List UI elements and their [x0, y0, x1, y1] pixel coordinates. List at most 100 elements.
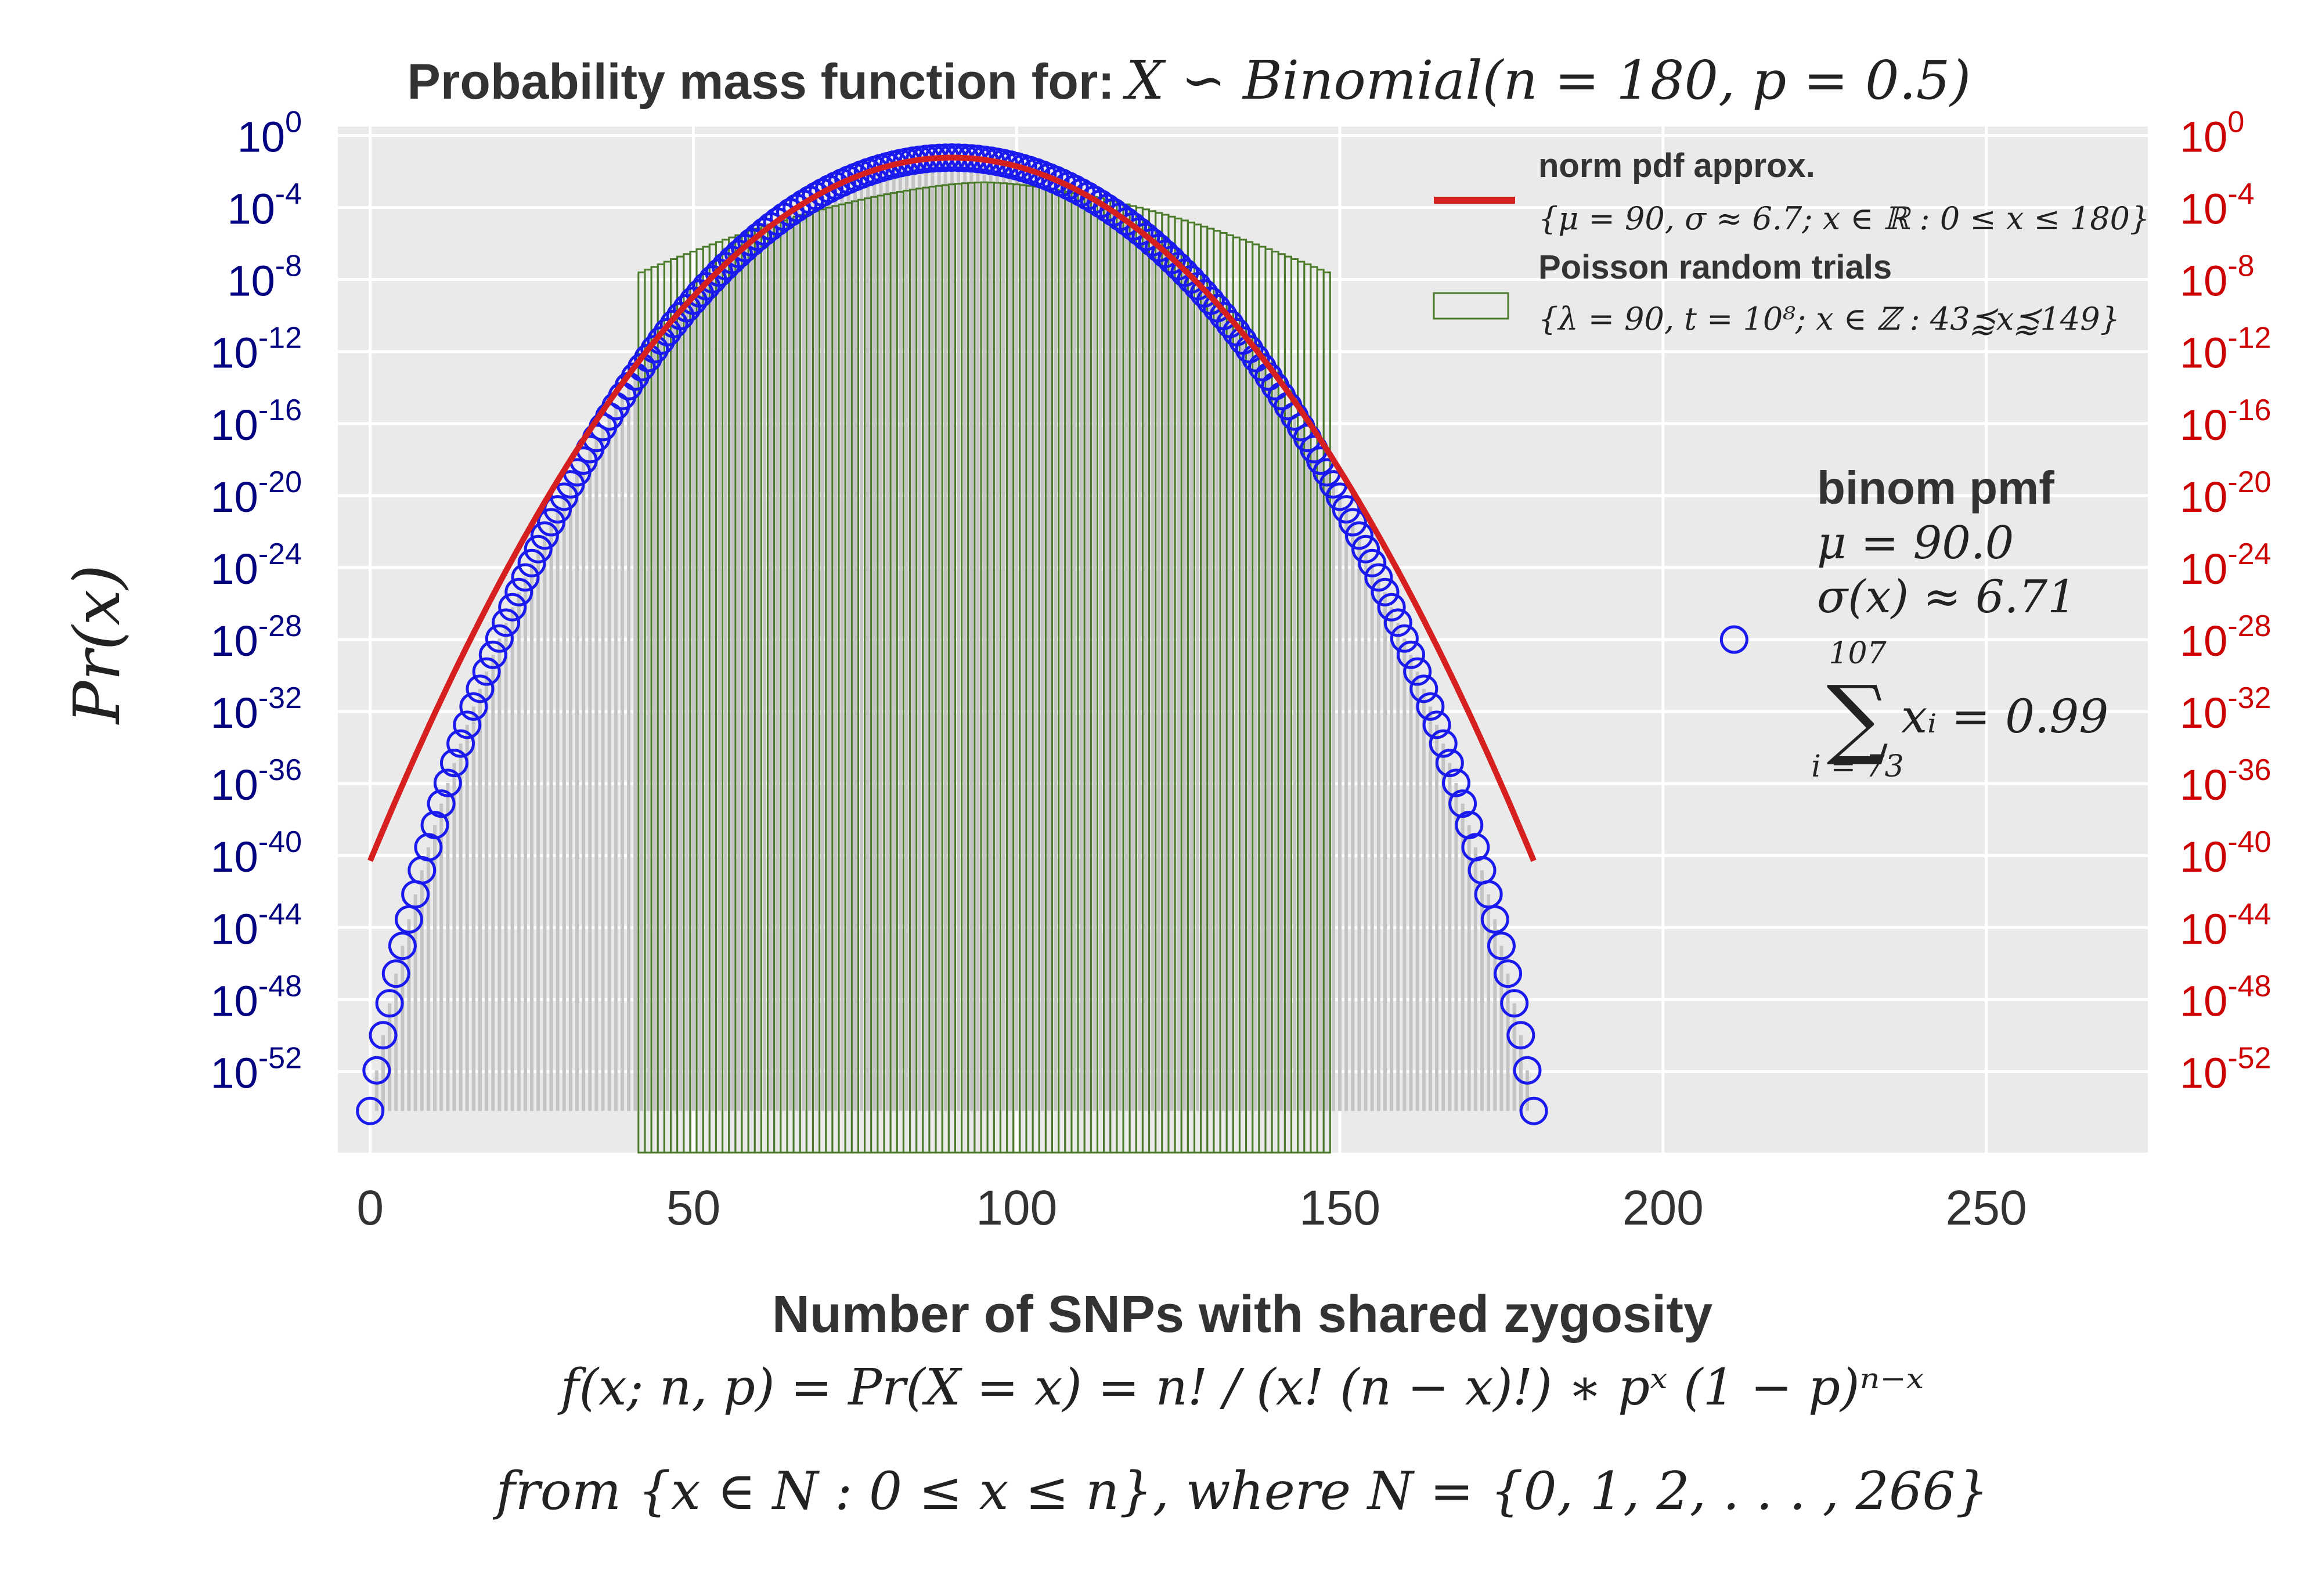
binomial-marker: [466, 674, 495, 703]
y-axis-label: Pr(x): [60, 565, 134, 725]
binomial-marker: [381, 959, 410, 988]
y-tick-left: 10-32: [211, 681, 302, 737]
binomial-marker: [1441, 768, 1470, 797]
y-tick-left: 10-28: [211, 609, 302, 665]
binomial-marker: [439, 749, 468, 778]
y-tick-right: 100: [2180, 106, 2244, 161]
y-tick-left: 10-24: [211, 537, 302, 593]
x-tick: 100: [976, 1180, 1057, 1235]
y-tick-right: 10-52: [2180, 1041, 2271, 1097]
binom-annotation: binom pmf μ = 90.0 σ(x) ≈ 6.71 107 ∑ i =…: [1719, 462, 2108, 784]
binomial-marker: [1383, 608, 1412, 637]
binomial-marker: [1338, 508, 1367, 537]
formula-pmf: f(x; n, p) = Pr(X = x) = n! / (x! (n − x…: [557, 1359, 1924, 1417]
y-tick-left: 10-40: [211, 825, 302, 881]
binomial-marker: [536, 508, 565, 537]
y-tick-right: 10-4: [2180, 178, 2255, 233]
binomial-marker: [356, 1096, 385, 1125]
y-tick-left: 10-8: [227, 250, 302, 305]
annotation-sum-expr: xᵢ = 0.99: [1901, 689, 2108, 743]
binomial-marker: [375, 989, 404, 1018]
norm-pdf-line: [367, 154, 1537, 862]
binomial-marker: [1448, 789, 1477, 818]
binomial-marker: [446, 729, 475, 758]
binomial-marker: [1416, 692, 1445, 721]
binomial-marker: [504, 577, 533, 606]
x-tick: 150: [1299, 1180, 1380, 1235]
legend: norm pdf approx. {μ = 90, σ ≈ 6.7; x ∈ ℝ…: [1433, 147, 2150, 337]
poisson-bar: [1322, 271, 1331, 1154]
annotation-sum-symbol: ∑: [1826, 667, 1888, 768]
y-tick-left: 10-52: [211, 1041, 302, 1097]
binomial-marker: [420, 811, 449, 840]
binomial-marker: [1377, 593, 1406, 622]
y-tick-right: 10-8: [2180, 250, 2255, 305]
legend-label-poisson: Poisson random trials: [1538, 248, 1892, 286]
y-tick-left: 100: [237, 106, 302, 161]
chart-title: Probability mass function for:: [408, 54, 1115, 110]
y-tick-left: 10-4: [227, 178, 302, 233]
x-tick: 250: [1946, 1180, 2027, 1235]
binomial-marker: [1358, 548, 1387, 577]
y-tick-left: 10-36: [211, 753, 302, 809]
y-axis-left-ticks: 100 10-4 10-8 10-12 10-16 10-20 10-24 10-28 10-3…: [211, 106, 302, 1097]
y-tick-left: 10-12: [211, 322, 302, 377]
chart-title-math: X ∽ Binomial(n = 180, p = 0.5): [1123, 49, 1971, 111]
y-tick-left: 10-48: [211, 969, 302, 1025]
binomial-marker: [472, 657, 501, 686]
binomial-marker: [1403, 657, 1432, 686]
y-tick-right: 10-32: [2180, 681, 2271, 737]
y-tick-right: 10-40: [2180, 825, 2271, 881]
binomial-marker: [1332, 495, 1361, 524]
binomial-marker: [498, 593, 527, 622]
binomial-marker: [1344, 521, 1373, 550]
annotation-sum-upper: 107: [1829, 636, 1887, 671]
annotation-sum-lower: i = 73: [1811, 749, 1903, 784]
y-tick-right: 10-16: [2180, 393, 2271, 449]
binomial-marker: [1351, 535, 1380, 564]
binomial-marker: [1390, 624, 1419, 653]
annotation-heading: binom pmf: [1817, 462, 2054, 514]
y-tick-right: 10-28: [2180, 609, 2271, 665]
x-tick: 200: [1622, 1180, 1704, 1235]
binomial-marker: [530, 521, 559, 550]
x-tick: 0: [356, 1180, 384, 1235]
binomial-marker: [524, 535, 553, 564]
y-tick-right: 10-36: [2180, 753, 2271, 809]
binomial-marker: [1513, 1056, 1542, 1085]
y-tick-left: 10-20: [211, 465, 302, 521]
binomial-marker: [369, 1021, 398, 1050]
x-tick: 50: [666, 1180, 720, 1235]
y-axis-right-ticks: 100 10-4 10-8 10-12 10-16 10-20 10-24 10-28 10-3…: [2180, 106, 2271, 1097]
y-tick-left: 10-44: [211, 897, 302, 953]
binomial-marker: [1519, 1096, 1548, 1125]
binomial-marker: [459, 692, 488, 721]
y-tick-right: 10-44: [2180, 897, 2271, 953]
binomial-marker: [1494, 959, 1523, 988]
binomial-marker: [1500, 989, 1529, 1018]
binomial-stems: [374, 157, 1529, 1111]
binomial-marker: [485, 624, 514, 653]
binomial-marker: [1429, 729, 1458, 758]
annotation-mu: μ = 90.0: [1817, 517, 2014, 569]
binomial-marker: [1371, 577, 1400, 606]
binomial-marker: [511, 563, 540, 592]
binomial-marker: [1364, 563, 1393, 592]
binomial-marker: [1435, 749, 1464, 778]
y-tick-right: 10-48: [2180, 969, 2271, 1025]
binomial-marker: [1487, 931, 1516, 961]
legend-sub-norm: {μ = 90, σ ≈ 6.7; x ∈ ℝ : 0 ≤ x ≤ 180}: [1538, 200, 2150, 237]
binomial-marker: [1422, 710, 1451, 739]
binomial-marker: [362, 1056, 391, 1085]
y-tick-right: 10-24: [2180, 537, 2271, 593]
binomial-marker: [1397, 640, 1426, 669]
binomial-marker: [427, 789, 456, 818]
binomial-marker: [453, 710, 482, 739]
binomial-marker: [478, 640, 507, 669]
y-tick-right: 10-20: [2180, 465, 2271, 521]
binomial-marker: [1480, 905, 1509, 934]
binomial-marker: [1409, 674, 1438, 703]
legend-label-norm: norm pdf approx.: [1538, 147, 1815, 185]
binomial-marker: [388, 931, 417, 961]
